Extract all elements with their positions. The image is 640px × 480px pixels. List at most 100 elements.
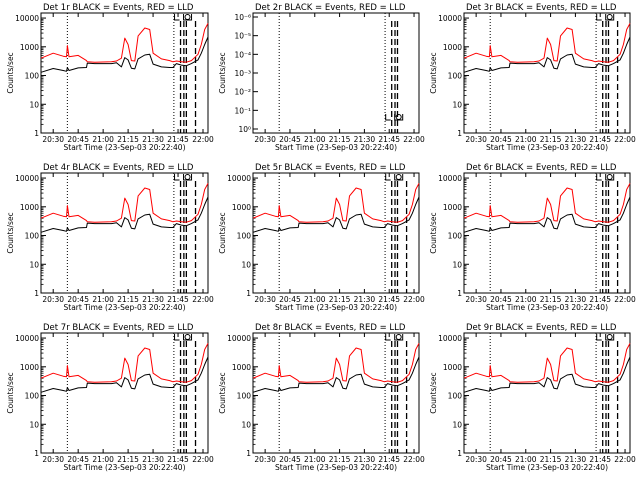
x-tick-label: 21:00: [304, 135, 326, 144]
y-tick-label: 10⁻²: [234, 88, 251, 97]
y-tick-label: 1: [34, 129, 39, 138]
bracket-mark: [174, 174, 180, 181]
bracket-mark: [184, 14, 191, 20]
events-series-line: [40, 196, 209, 233]
y-tick-label: 10000: [438, 14, 462, 23]
bracket-mark: [184, 174, 191, 180]
x-tick-label: 21:45: [167, 135, 189, 144]
x-tick-label: 22:00: [192, 135, 214, 144]
y-axis-label: Counts/sec: [218, 372, 227, 413]
plot-frame: [252, 12, 420, 134]
x-tick-label: 21:45: [167, 455, 189, 464]
x-tick-label: 21:45: [167, 295, 189, 304]
x-tick-label: 21:15: [117, 135, 139, 144]
x-axis-label: Start Time (23-Sep-03 20:22:40): [64, 303, 186, 312]
y-tick-label: 10: [29, 100, 39, 109]
y-tick-label: 100: [25, 72, 40, 81]
bracket-mark: [596, 334, 602, 341]
x-tick-label: 22:00: [403, 135, 425, 144]
y-tick-label: 100: [25, 232, 40, 241]
bracket-mark: [183, 14, 193, 21]
x-tick-label: 21:15: [329, 135, 351, 144]
x-tick-label: 21:15: [329, 295, 351, 304]
x-axis-label: Start Time (23-Sep-03 20:22:40): [275, 463, 397, 472]
events-series-line: [463, 36, 631, 73]
x-tick-label: 21:00: [92, 135, 114, 144]
x-tick-label: 20:30: [254, 455, 276, 464]
lld-series-line: [463, 343, 631, 383]
y-tick-label: 1: [246, 449, 251, 458]
detector-panel-7: Det 7r BLACK = Events, RED = LLD 20:30 20:…: [6, 323, 214, 472]
y-axis-label: Counts/sec: [6, 52, 15, 93]
y-tick-label: 1: [457, 449, 462, 458]
x-tick-label: 21:45: [378, 295, 400, 304]
x-tick-label: 21:30: [565, 295, 587, 304]
x-tick-label: 20:45: [490, 295, 512, 304]
x-tick-label: 20:30: [465, 135, 487, 144]
y-tick-label: 1000: [443, 203, 462, 212]
y-tick-label: 1: [34, 449, 39, 458]
x-tick-label: 21:45: [589, 455, 611, 464]
plot-frame: [463, 332, 631, 454]
y-tick-label: 1: [457, 289, 462, 298]
x-tick-label: 21:45: [589, 295, 611, 304]
detector-panel-9: Det 9r BLACK = Events, RED = LLD 20:30 20:…: [429, 323, 636, 472]
x-tick-label: 20:45: [279, 455, 301, 464]
events-series-line: [463, 196, 631, 233]
x-tick-label: 20:45: [67, 455, 89, 464]
events-series-line: [463, 356, 631, 393]
y-tick-label: 10⁻³: [234, 69, 251, 78]
x-tick-label: 22:00: [192, 295, 214, 304]
x-tick-label: 20:30: [42, 455, 64, 464]
y-tick-label: 10000: [15, 174, 39, 183]
bracket-mark: [606, 174, 613, 180]
x-axis-label: Start Time (23-Sep-03 20:22:40): [275, 303, 397, 312]
y-tick-label: 10: [452, 260, 462, 269]
y-tick-label: 10000: [438, 334, 462, 343]
x-tick-label: 21:15: [117, 295, 139, 304]
y-tick-label: 100: [448, 232, 463, 241]
plot-frame: [252, 332, 420, 454]
plot-frame: [463, 12, 631, 134]
detector-panel-6: Det 6r BLACK = Events, RED = LLD 20:30 20:…: [429, 163, 636, 312]
x-tick-label: 20:30: [465, 455, 487, 464]
detector-panel-1: Det 1r BLACK = Events, RED = LLD 20:30 20:…: [6, 3, 214, 152]
lld-series-line: [252, 343, 420, 383]
x-tick-label: 22:00: [403, 455, 425, 464]
x-tick-label: 21:00: [304, 295, 326, 304]
x-tick-label: 21:15: [117, 455, 139, 464]
x-tick-label: 21:45: [589, 135, 611, 144]
panel-title: Det 8r BLACK = Events, RED = LLD: [255, 323, 406, 333]
plot-frame: [463, 172, 631, 294]
x-tick-label: 22:00: [192, 455, 214, 464]
x-tick-label: 21:30: [565, 455, 587, 464]
y-tick-label: 10000: [15, 14, 39, 23]
y-tick-label: 10: [241, 420, 251, 429]
panel-title: Det 1r BLACK = Events, RED = LLD: [43, 3, 194, 13]
x-tick-label: 21:15: [540, 455, 562, 464]
y-axis-label: Counts/sec: [6, 212, 15, 253]
lld-series-line: [463, 23, 631, 63]
x-tick-label: 20:30: [465, 295, 487, 304]
panel-title: Det 7r BLACK = Events, RED = LLD: [43, 323, 194, 333]
x-tick-label: 21:00: [515, 135, 537, 144]
y-tick-label: 10: [452, 420, 462, 429]
panel-title: Det 2r BLACK = Events, RED = LLD: [255, 3, 406, 13]
x-tick-label: 21:00: [92, 295, 114, 304]
plot-frame: [252, 172, 420, 294]
bracket-mark: [606, 334, 613, 340]
lld-series-line: [40, 23, 209, 63]
x-tick-label: 21:00: [304, 455, 326, 464]
panel-title: Det 5r BLACK = Events, RED = LLD: [255, 163, 406, 173]
y-tick-label: 10⁻⁶: [234, 13, 251, 22]
x-tick-label: 21:30: [354, 295, 376, 304]
x-tick-label: 20:30: [254, 295, 276, 304]
y-tick-label: 10⁻⁵: [234, 32, 251, 41]
y-tick-label: 10: [452, 100, 462, 109]
y-tick-label: 10000: [15, 334, 39, 343]
x-axis-label: Start Time (23-Sep-03 20:22:40): [486, 303, 608, 312]
y-tick-label: 1000: [20, 363, 39, 372]
x-tick-label: 20:45: [67, 135, 89, 144]
x-tick-label: 21:00: [92, 455, 114, 464]
y-tick-label: 10: [29, 260, 39, 269]
